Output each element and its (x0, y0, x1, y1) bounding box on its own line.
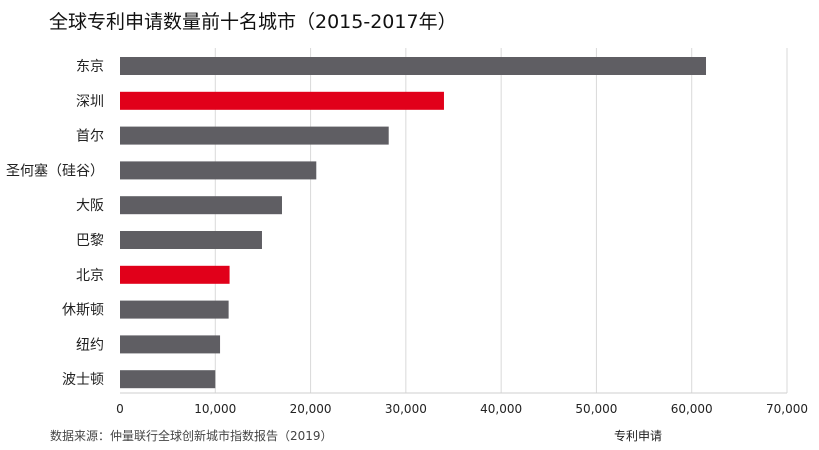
x-tick-label: 40,000 (480, 402, 522, 416)
chart-title: 全球专利申请数量前十名城市（2015-2017年） (49, 11, 457, 33)
x-tick-label: 30,000 (385, 402, 427, 416)
bar (120, 57, 707, 75)
x-tick-label: 10,000 (194, 402, 236, 416)
bar (120, 161, 317, 180)
source-note: 数据来源：仲量联行全球创新城市指数报告（2019） (50, 429, 333, 443)
bar (120, 196, 282, 215)
category-label: 东京 (76, 59, 104, 75)
bar (120, 300, 229, 319)
bar (120, 231, 262, 249)
x-axis-label: 专利申请 (614, 428, 662, 443)
category-label: 休斯顿 (62, 303, 104, 319)
bar (120, 335, 221, 354)
x-tick-label: 0 (116, 402, 124, 416)
bar (120, 370, 216, 389)
category-label: 圣何塞（硅谷） (6, 162, 104, 179)
category-label: 首尔 (76, 129, 104, 145)
bar (120, 265, 230, 284)
x-tick-label: 50,000 (575, 402, 617, 416)
category-label: 深圳 (76, 94, 104, 110)
bar (120, 91, 444, 110)
category-label: 北京 (76, 268, 104, 284)
category-label: 纽约 (76, 337, 104, 353)
category-label: 大阪 (76, 198, 104, 214)
x-tick-label: 70,000 (766, 402, 808, 416)
x-tick-label: 60,000 (671, 402, 713, 416)
x-tick-label: 20,000 (290, 402, 332, 416)
bar (120, 126, 389, 145)
x-tick-labels: 0 10,000 20,000 30,000 40,000 50,000 60,000 70,… (116, 402, 808, 416)
category-label: 巴黎 (76, 233, 104, 249)
bars (120, 57, 707, 389)
category-label: 波士顿 (62, 372, 104, 388)
